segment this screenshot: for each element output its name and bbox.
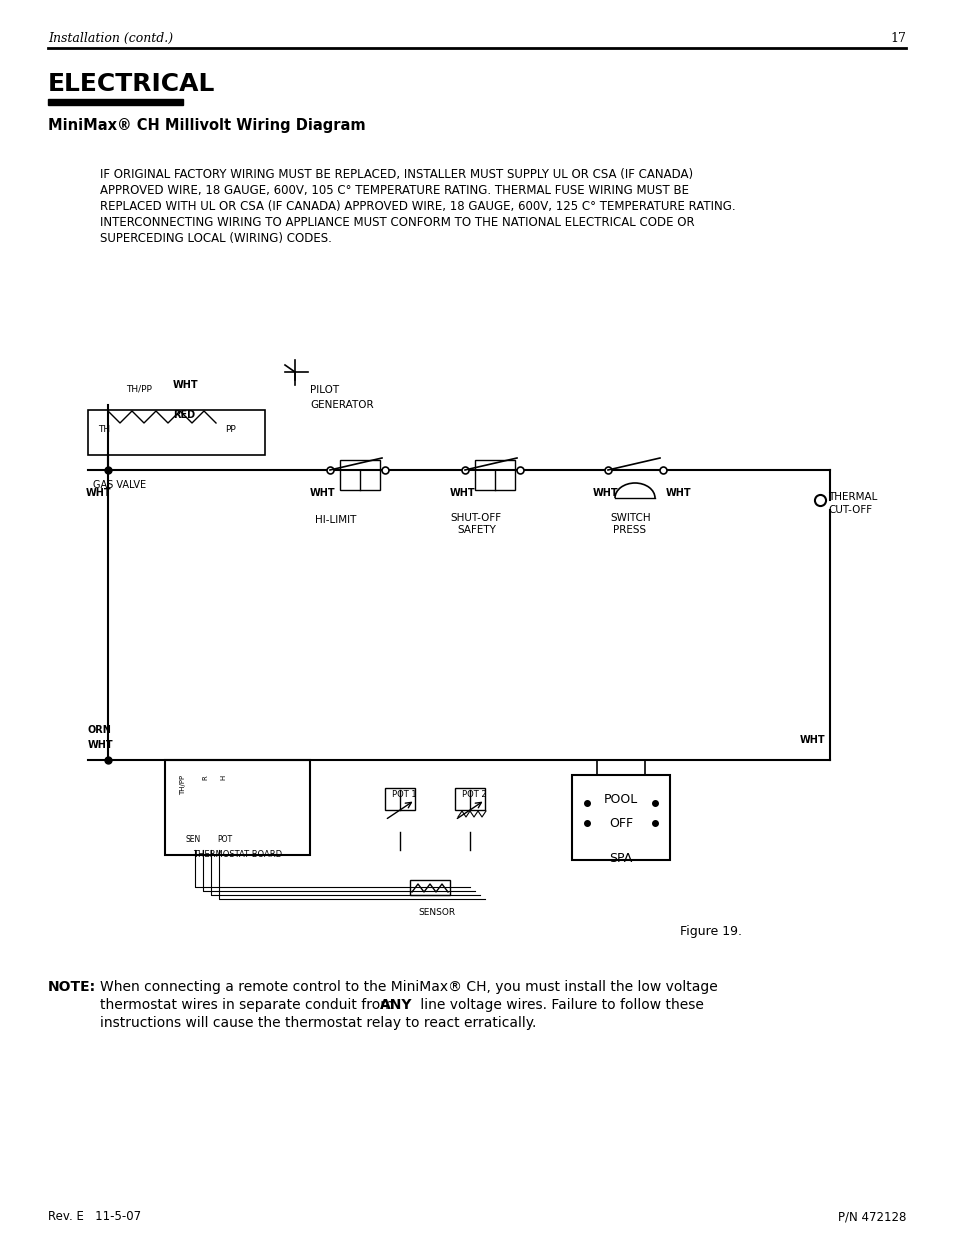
Text: SUPERCEDING LOCAL (WIRING) CODES.: SUPERCEDING LOCAL (WIRING) CODES.	[100, 232, 332, 245]
Bar	[88, 410, 265, 454]
Text: CUT-OFF: CUT-OFF	[827, 505, 871, 515]
Bar	[339, 459, 379, 490]
Text: POT: POT	[217, 835, 233, 844]
Bar	[410, 881, 450, 895]
Text: WHT: WHT	[310, 488, 335, 498]
Text: SHUT-OFF: SHUT-OFF	[450, 513, 500, 522]
Text: instructions will cause the thermostat relay to react erratically.: instructions will cause the thermostat r…	[100, 1016, 536, 1030]
Text: PP: PP	[225, 425, 235, 433]
Text: When connecting a remote control to the MiniMax® CH, you must install the low vo: When connecting a remote control to the …	[100, 981, 717, 994]
Text: TH/PP: TH/PP	[180, 776, 186, 795]
Text: GAS VALVE: GAS VALVE	[92, 480, 146, 490]
Bar	[475, 459, 515, 490]
Text: ANY: ANY	[379, 998, 412, 1011]
Text: thermostat wires in separate conduit from: thermostat wires in separate conduit fro…	[100, 998, 397, 1011]
Text: ORN: ORN	[88, 725, 112, 735]
Text: REPLACED WITH UL OR CSA (IF CANADA) APPROVED WIRE, 18 GAUGE, 600V, 125 C° TEMPER: REPLACED WITH UL OR CSA (IF CANADA) APPR…	[100, 200, 735, 212]
Text: SAFETY: SAFETY	[456, 525, 496, 535]
Text: OFF: OFF	[608, 818, 633, 830]
Text: NOTE:: NOTE:	[48, 981, 96, 994]
Text: TH/PP: TH/PP	[126, 385, 152, 394]
Bar	[165, 760, 310, 855]
Text: WHT: WHT	[800, 735, 824, 745]
Text: WHT: WHT	[172, 380, 198, 390]
Bar	[455, 788, 484, 810]
Text: ELECTRICAL: ELECTRICAL	[48, 72, 215, 96]
Text: POT 1: POT 1	[392, 790, 416, 799]
Bar	[385, 788, 415, 810]
Text: POOL: POOL	[603, 793, 638, 806]
Bar	[572, 776, 669, 860]
Text: APPROVED WIRE, 18 GAUGE, 600V, 105 C° TEMPERATURE RATING. THERMAL FUSE WIRING MU: APPROVED WIRE, 18 GAUGE, 600V, 105 C° TE…	[100, 184, 688, 198]
Text: WHT: WHT	[450, 488, 476, 498]
Text: Rev. E   11-5-07: Rev. E 11-5-07	[48, 1210, 141, 1223]
Text: IF ORIGINAL FACTORY WIRING MUST BE REPLACED, INSTALLER MUST SUPPLY UL OR CSA (IF: IF ORIGINAL FACTORY WIRING MUST BE REPLA…	[100, 168, 693, 182]
Text: INTERCONNECTING WIRING TO APPLIANCE MUST CONFORM TO THE NATIONAL ELECTRICAL CODE: INTERCONNECTING WIRING TO APPLIANCE MUST…	[100, 216, 694, 228]
Text: PILOT: PILOT	[310, 385, 338, 395]
Text: Figure 19.: Figure 19.	[679, 925, 741, 939]
Text: 17: 17	[889, 32, 905, 44]
Text: SPA: SPA	[609, 852, 632, 864]
Text: P/N 472128: P/N 472128	[837, 1210, 905, 1223]
Text: WHT: WHT	[665, 488, 691, 498]
Text: POT 2: POT 2	[461, 790, 486, 799]
Text: SEN: SEN	[185, 835, 200, 844]
Text: GENERATOR: GENERATOR	[310, 400, 374, 410]
Text: WHT: WHT	[88, 740, 113, 750]
Text: Installation (contd.): Installation (contd.)	[48, 32, 172, 44]
Text: line voltage wires. Failure to follow these: line voltage wires. Failure to follow th…	[416, 998, 703, 1011]
Text: SWITCH: SWITCH	[609, 513, 650, 522]
Text: HI-LIMIT: HI-LIMIT	[314, 515, 356, 525]
Text: PRESS: PRESS	[613, 525, 645, 535]
Text: TH: TH	[98, 425, 110, 433]
Bar	[48, 99, 183, 105]
Text: R: R	[202, 776, 208, 779]
Text: WHT: WHT	[593, 488, 618, 498]
Text: MiniMax® CH Millivolt Wiring Diagram: MiniMax® CH Millivolt Wiring Diagram	[48, 119, 365, 133]
Text: THERMAL: THERMAL	[827, 492, 877, 501]
Text: THERMOSTAT BOARD: THERMOSTAT BOARD	[193, 850, 282, 860]
Text: H: H	[220, 776, 226, 781]
Text: RED: RED	[172, 410, 195, 420]
Text: WHT: WHT	[86, 488, 112, 498]
Text: SENSOR: SENSOR	[417, 908, 455, 918]
